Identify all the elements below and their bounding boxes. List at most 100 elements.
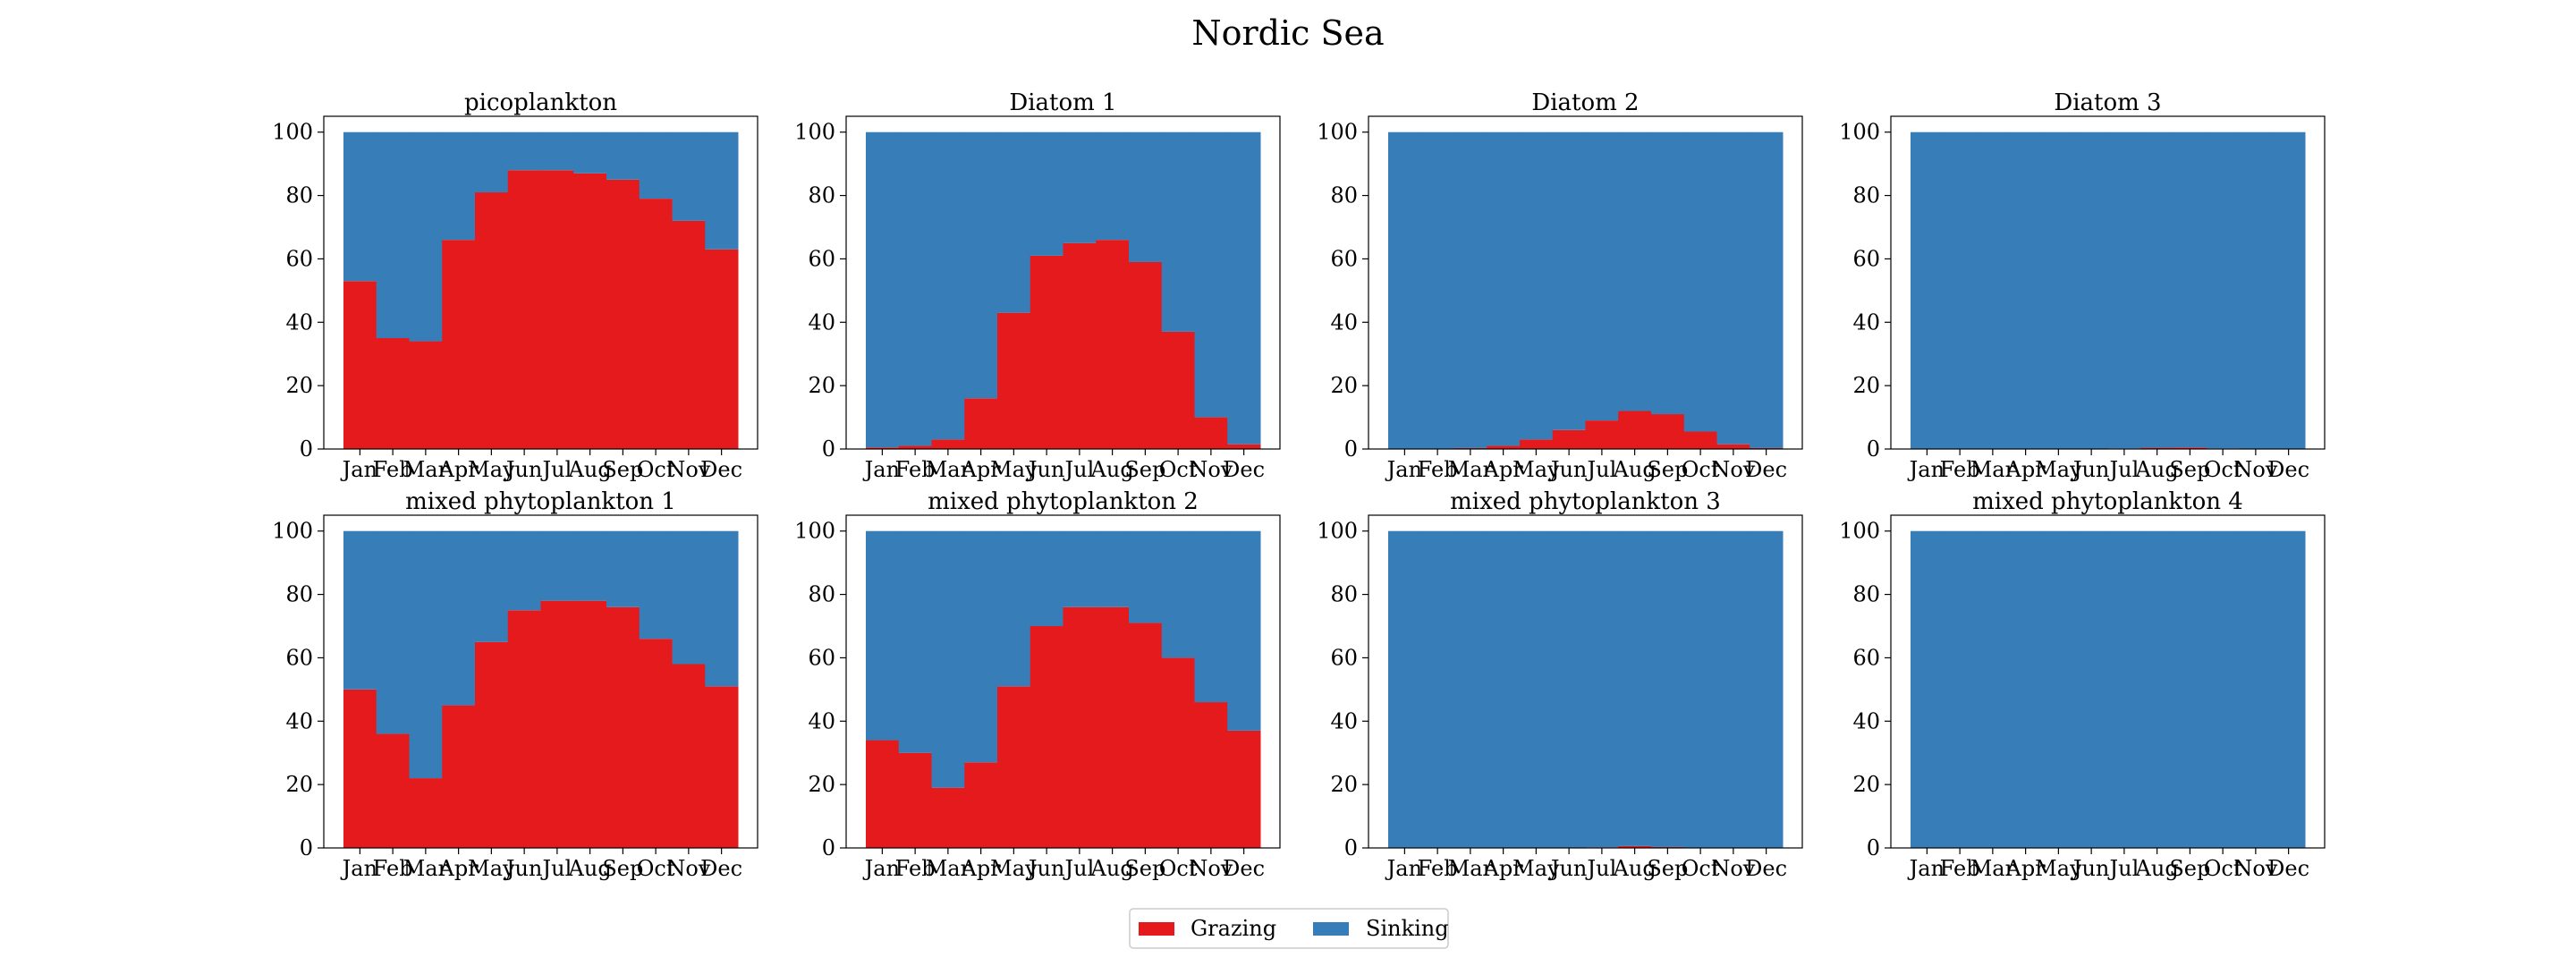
bar-grazing-feb (898, 445, 932, 449)
bar-sinking-jul (540, 530, 574, 601)
x-tick-label-jun: Jun (504, 457, 543, 482)
axes-frame (1890, 115, 2326, 450)
y-tick-label: 100 (1839, 120, 1880, 145)
bar-sinking-oct (1683, 131, 1717, 432)
bar-grazing-jul (1063, 606, 1097, 848)
x-tick-label-mar: Mar (403, 856, 449, 881)
bar-sinking-may (997, 530, 1031, 687)
bar-grazing-dec (1227, 730, 1261, 848)
x-tick-label-nov: Nov (1711, 856, 1755, 881)
bar-grazing-dec (705, 249, 739, 449)
bar-sinking-dec (2272, 131, 2306, 449)
bar-sinking-nov (2239, 530, 2273, 848)
x-tick-label-jan: Jan (340, 457, 377, 482)
bar-grazing-sep (2174, 447, 2207, 449)
bar-sinking-mar (409, 131, 443, 342)
bar-grazing-jan (343, 281, 377, 449)
x-tick-label-jul: Jul (539, 457, 572, 482)
bar-sinking-jul (1063, 530, 1097, 607)
x-tick-label-apr: Apr (1483, 856, 1524, 881)
bar-sinking-jan (1911, 131, 1945, 449)
bar-grazing-aug (573, 173, 607, 449)
bar-sinking-jul (1585, 530, 1619, 848)
x-tick-label-feb: Feb (1940, 856, 1980, 881)
x-tick-label-may: May (2035, 856, 2082, 881)
legend-frame (1129, 908, 1449, 949)
y-tick-label: 80 (285, 183, 313, 208)
bar-sinking-dec (1227, 131, 1261, 445)
bar-grazing-may (475, 192, 509, 449)
x-tick-label-mar: Mar (1970, 856, 2016, 881)
bar-sinking-nov (1716, 131, 1750, 445)
y-tick-label: 40 (1852, 309, 1880, 335)
y-tick-label: 0 (300, 835, 313, 860)
bar-grazing-sep (606, 606, 640, 848)
bar-sinking-feb (1420, 131, 1454, 449)
subplot-title: mixed phytoplankton 1 (405, 488, 676, 515)
bar-sinking-apr (442, 530, 476, 706)
bar-grazing-sep (1129, 623, 1163, 848)
bar-sinking-feb (1943, 530, 1977, 848)
bar-sinking-jul (2107, 131, 2141, 449)
y-tick-label: 0 (1344, 436, 1358, 462)
x-tick-label-jan: Jan (340, 856, 377, 881)
bar-grazing-jun (1552, 429, 1586, 449)
y-tick-label: 60 (1330, 246, 1358, 271)
bar-grazing-dec (705, 686, 739, 848)
y-tick-label: 100 (1317, 120, 1358, 145)
bar-sinking-dec (1750, 530, 1784, 848)
bar-sinking-dec (705, 530, 739, 687)
x-tick-label-dec: Dec (1223, 856, 1265, 881)
x-tick-label-sep: Sep (1647, 856, 1688, 881)
bar-sinking-aug (573, 131, 607, 174)
x-tick-label-jun: Jun (1026, 856, 1065, 881)
bar-sinking-oct (2206, 131, 2240, 449)
bar-sinking-aug (573, 530, 607, 601)
bar-grazing-feb (376, 733, 410, 848)
bar-grazing-nov (672, 220, 706, 449)
bar-grazing-sep (606, 179, 640, 450)
x-tick-label-nov: Nov (2233, 457, 2277, 482)
y-tick-label: 40 (1852, 708, 1880, 733)
y-tick-label: 20 (808, 772, 835, 797)
bar-sinking-nov (2239, 131, 2273, 449)
y-tick-label: 80 (1330, 183, 1358, 208)
y-tick-label: 60 (1852, 645, 1880, 670)
bar-sinking-jun (1030, 530, 1063, 626)
y-tick-label: 100 (1317, 519, 1358, 544)
y-tick-label: 60 (1330, 645, 1358, 670)
bar-sinking-apr (1487, 131, 1521, 446)
x-tick-label-dec: Dec (2267, 457, 2309, 482)
bar-sinking-jan (866, 530, 900, 741)
y-tick-label: 20 (1852, 373, 1880, 398)
bar-sinking-mar (1453, 131, 1487, 448)
axes-frame (323, 115, 758, 450)
bar-grazing-oct (1161, 331, 1195, 449)
bar-sinking-apr (2009, 530, 2043, 848)
x-tick-label-feb: Feb (895, 457, 936, 482)
x-tick-label-feb: Feb (373, 856, 413, 881)
bar-grazing-jun (507, 170, 541, 450)
x-tick-label-sep: Sep (1124, 457, 1165, 482)
bar-grazing-apr (442, 705, 476, 848)
y-tick-label: 40 (808, 309, 835, 335)
bar-sinking-feb (376, 530, 410, 734)
y-tick-label: 60 (808, 645, 835, 670)
bar-sinking-mar (1453, 530, 1487, 848)
bar-sinking-jun (1552, 530, 1586, 848)
subplot-title: mixed phytoplankton 3 (1450, 488, 1721, 515)
bar-sinking-nov (1716, 530, 1750, 848)
x-tick-label-jan: Jan (1385, 457, 1422, 482)
bar-sinking-oct (1161, 530, 1195, 658)
x-tick-label-oct: Oct (1159, 457, 1198, 482)
y-tick-label: 0 (1867, 436, 1880, 462)
bar-sinking-apr (964, 131, 998, 399)
x-tick-label-sep: Sep (2169, 856, 2210, 881)
bar-sinking-sep (2174, 530, 2207, 848)
x-tick-label-aug: Aug (1613, 457, 1657, 482)
bar-grazing-mar (409, 341, 443, 449)
axes-frame (845, 115, 1281, 450)
